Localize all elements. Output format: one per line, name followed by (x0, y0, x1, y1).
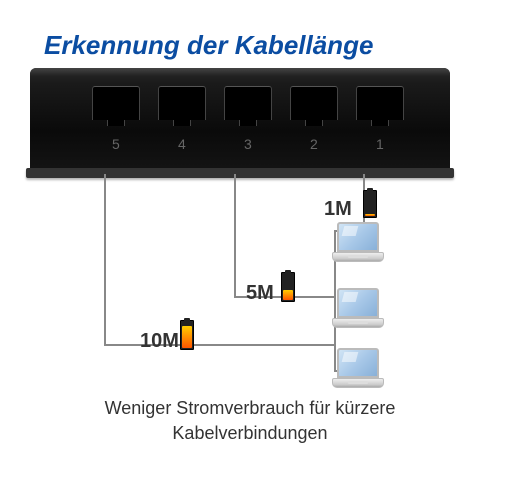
laptop-icon (332, 348, 384, 390)
diagram-subtitle: Weniger Stromverbrauch für kürzere Kabel… (60, 396, 440, 446)
switch-top-edge (30, 68, 450, 76)
port-label-1: 1 (376, 136, 384, 152)
battery-icon (281, 272, 295, 302)
subtitle-line2: Kabelverbindungen (172, 423, 327, 443)
laptop-base (332, 318, 384, 328)
subtitle-line1: Weniger Stromverbrauch für kürzere (105, 398, 396, 418)
port-label-3: 3 (244, 136, 252, 152)
ethernet-port-3 (224, 86, 272, 120)
cable-segment (104, 174, 106, 344)
laptop-screen (337, 348, 379, 378)
cable-segment (234, 174, 236, 296)
battery-icon (363, 190, 377, 218)
cable-length-label: 1M (324, 198, 352, 221)
cable-segment (104, 344, 334, 346)
battery-fill (365, 214, 375, 216)
ethernet-port-4 (158, 86, 206, 120)
diagram-title: Erkennung der Kabellänge (44, 30, 373, 61)
laptop-base (332, 378, 384, 388)
laptop-icon (332, 288, 384, 330)
laptop-icon (332, 222, 384, 264)
ethernet-port-2 (290, 86, 338, 120)
ethernet-port-1 (356, 86, 404, 120)
battery-fill (283, 290, 293, 300)
cable-length-label: 5M (246, 282, 274, 305)
switch-base (26, 168, 454, 178)
port-label-2: 2 (310, 136, 318, 152)
laptop-screen (337, 222, 379, 252)
laptop-screen (337, 288, 379, 318)
port-label-5: 5 (112, 136, 120, 152)
port-label-4: 4 (178, 136, 186, 152)
battery-fill (182, 326, 192, 348)
cable-length-label: 10M (140, 330, 179, 353)
battery-icon (180, 320, 194, 350)
laptop-base (332, 252, 384, 262)
port-row (92, 86, 404, 120)
ethernet-port-5 (92, 86, 140, 120)
network-switch: 5 4 3 2 1 (30, 68, 450, 174)
